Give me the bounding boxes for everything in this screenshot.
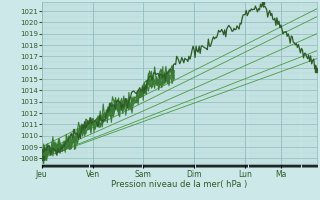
X-axis label: Pression niveau de la mer( hPa ): Pression niveau de la mer( hPa ) (111, 180, 247, 189)
